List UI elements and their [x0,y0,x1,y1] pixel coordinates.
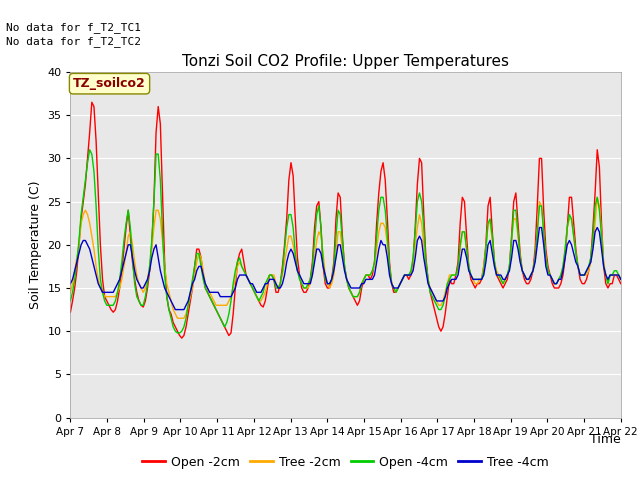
Text: No data for f_T2_TC2: No data for f_T2_TC2 [6,36,141,47]
Text: Time: Time [590,433,621,446]
Title: Tonzi Soil CO2 Profile: Upper Temperatures: Tonzi Soil CO2 Profile: Upper Temperatur… [182,54,509,70]
Legend: Open -2cm, Tree -2cm, Open -4cm, Tree -4cm: Open -2cm, Tree -2cm, Open -4cm, Tree -4… [138,451,554,474]
Text: No data for f_T2_TC1: No data for f_T2_TC1 [6,22,141,33]
Text: TZ_soilco2: TZ_soilco2 [73,77,146,90]
Y-axis label: Soil Temperature (C): Soil Temperature (C) [29,180,42,309]
